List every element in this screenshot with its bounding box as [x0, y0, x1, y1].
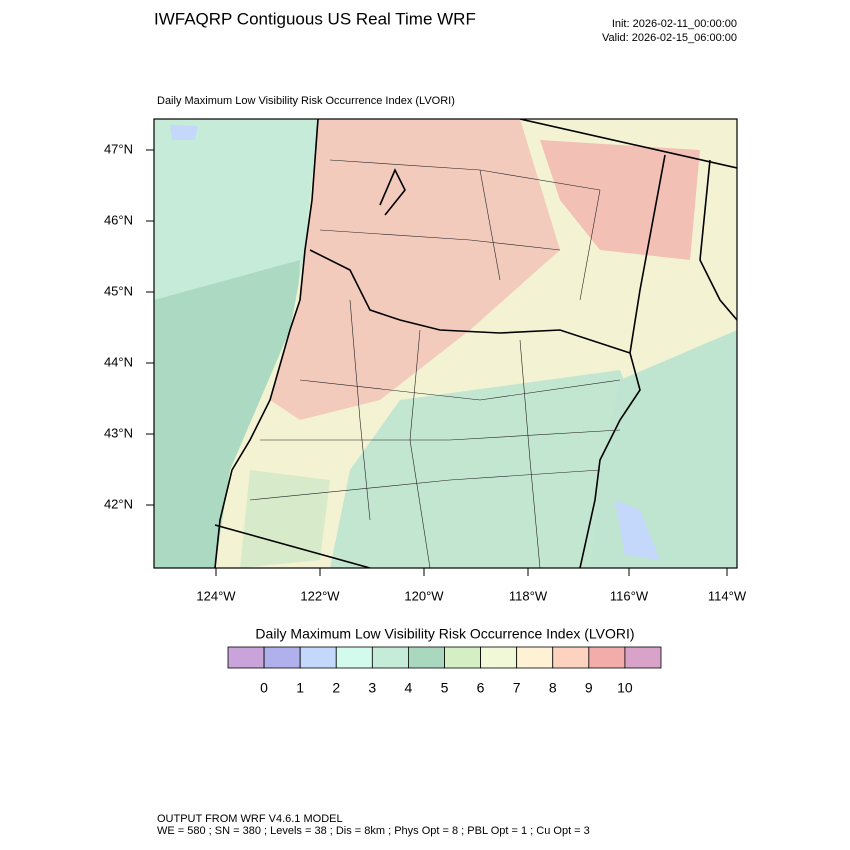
colorbar-box: [371, 646, 409, 669]
lat-label: 42°N: [104, 496, 133, 511]
colorbar-box: [588, 646, 626, 669]
init-time: Init: 2026-02-11_00:00:00: [612, 18, 737, 30]
footer-line: WE = 580 ; SN = 380 ; Levels = 38 ; Dis …: [157, 825, 590, 837]
title: IWFAQRP Contiguous US Real Time WRF: [154, 9, 476, 28]
colorbar-box: [480, 646, 518, 669]
colorbar-label: 10: [617, 680, 633, 696]
colorbar-label: 2: [332, 680, 340, 696]
lon-label: 114°W: [708, 588, 747, 603]
lon-label: 124°W: [196, 588, 236, 603]
colorbar-label: 8: [549, 680, 557, 696]
lat-label: 44°N: [104, 354, 133, 369]
colorbar-label: 4: [405, 680, 413, 696]
colorbar-box: [552, 646, 590, 669]
colorbar-box: [444, 646, 481, 669]
valid-time: Valid: 2026-02-15_06:00:00: [602, 32, 737, 44]
colorbar-label: 7: [513, 680, 521, 696]
lon-label: 116°W: [610, 588, 649, 603]
colorbar-box: [516, 646, 554, 669]
colorbar-box: [299, 646, 337, 669]
colorbar-label: 1: [296, 680, 304, 696]
lat-label: 45°N: [104, 283, 133, 298]
lon-label: 120°W: [404, 588, 444, 603]
colorbar-box: [408, 646, 445, 669]
lon-label: 118°W: [509, 588, 548, 603]
colorbar-label: 6: [477, 680, 485, 696]
map-frame: [153, 118, 738, 569]
colorbar-label: 0: [260, 680, 268, 696]
colorbar-label: 5: [441, 680, 449, 696]
map-subtitle: Daily Maximum Low Visibility Risk Occurr…: [157, 95, 455, 107]
colorbar-box: [335, 646, 373, 669]
colorbar-box: [263, 646, 301, 669]
footer-line: OUTPUT FROM WRF V4.6.1 MODEL: [157, 813, 343, 825]
colorbar-box: [227, 646, 265, 669]
colorbar-label: 9: [585, 680, 593, 696]
colorbar-title: Daily Maximum Low Visibility Risk Occurr…: [255, 626, 634, 642]
colorbar-box: [624, 646, 662, 669]
lat-label: 47°N: [104, 141, 133, 156]
map-field: [154, 119, 737, 568]
lat-label: 46°N: [104, 212, 133, 227]
lon-label: 122°W: [300, 588, 340, 603]
lat-label: 43°N: [104, 425, 133, 440]
colorbar-label: 3: [368, 680, 376, 696]
